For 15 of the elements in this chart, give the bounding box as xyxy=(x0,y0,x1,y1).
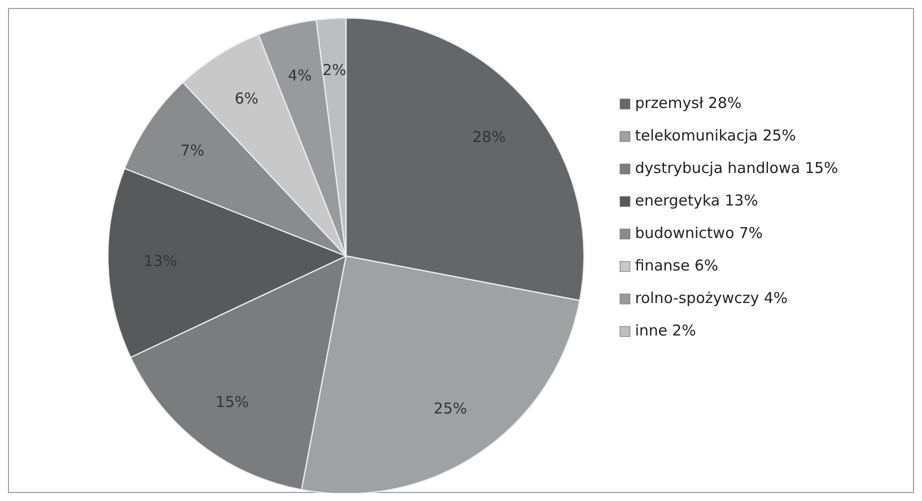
data-label: 15% xyxy=(216,392,249,411)
data-label: 6% xyxy=(234,89,258,108)
legend-label: inne 2% xyxy=(635,322,696,340)
legend-label: energetyka 13% xyxy=(635,192,758,210)
legend-label: przemysł 28% xyxy=(635,94,742,112)
legend-label: telekomunikacja 25% xyxy=(635,126,796,145)
data-label: 7% xyxy=(180,142,204,160)
legend-label: rolno-spożywczy 4% xyxy=(635,289,788,308)
data-label: 4% xyxy=(288,66,312,84)
legend-label: dystrybucja handlowa 15% xyxy=(635,159,838,178)
data-label: 2% xyxy=(322,60,346,79)
legend-label: finanse 6% xyxy=(635,256,718,275)
data-label: 28% xyxy=(472,128,506,146)
legend-label: budownictwo 7% xyxy=(635,224,763,242)
data-label: 25% xyxy=(434,400,468,418)
